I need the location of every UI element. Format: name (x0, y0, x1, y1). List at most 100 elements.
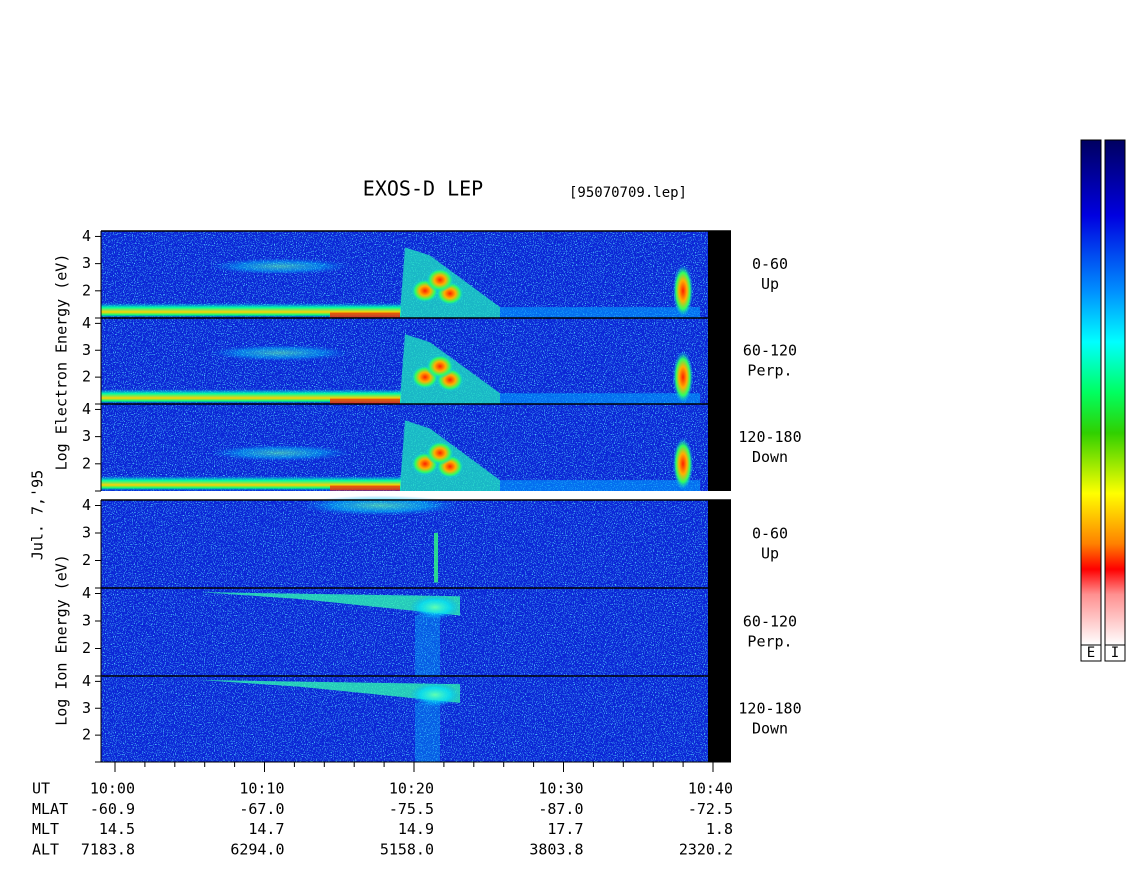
electron-band (101, 303, 401, 318)
orbit-value: 14.7 (248, 820, 284, 838)
color-bar-label: I (1111, 645, 1119, 661)
color-bar-label: E (1087, 645, 1095, 661)
hot-spot (426, 354, 454, 379)
ion-trail (415, 702, 440, 762)
spectrogram-panel (101, 587, 731, 676)
pitch-angle-label: 120-180 (738, 700, 801, 718)
y-tick-label: 2 (82, 368, 91, 386)
electron-band-hot (330, 312, 400, 318)
hot-spot (426, 440, 454, 465)
color-bar-label-box (1080, 644, 1102, 662)
data-gap (708, 500, 731, 588)
x-tick-label: 10:30 (538, 780, 583, 798)
orbit-value: 3803.8 (529, 840, 583, 858)
direction-label: Up (761, 545, 779, 563)
orbit-row-label: MLAT (32, 800, 68, 818)
y-tick-label: 3 (82, 341, 91, 359)
orbit-value: 2320.2 (679, 840, 733, 858)
y-tick-label: 4 (82, 584, 91, 602)
y-tick-label: 2 (82, 551, 91, 569)
color-bar (1104, 139, 1126, 646)
orbit-value: 7183.8 (81, 840, 135, 858)
data-gap (708, 676, 731, 762)
electron-band-hot (330, 485, 400, 491)
y-tick-label: 3 (82, 699, 91, 717)
orbit-value: 5158.0 (380, 840, 434, 858)
y-tick-label: 4 (82, 496, 91, 514)
y-axis-label: Log Ion Energy (eV) (53, 554, 71, 726)
electron-band (101, 389, 401, 404)
color-bar-label-box (1104, 644, 1126, 662)
orbit-value: 17.7 (547, 820, 583, 838)
data-gap (708, 588, 731, 676)
direction-label: Up (761, 275, 779, 293)
y-tick-label: 2 (82, 454, 91, 472)
ion-band (200, 680, 460, 703)
date-label: Jul. 7,'95 (29, 470, 47, 560)
title: EXOS-D LEP (363, 177, 483, 201)
orbit-value: 14.5 (99, 820, 135, 838)
pitch-angle-label: 0-60 (752, 255, 788, 273)
electron-band-hot (330, 398, 400, 404)
direction-label: Down (752, 448, 788, 466)
y-tick-label: 4 (82, 400, 91, 418)
x-tick-label: 10:10 (239, 780, 284, 798)
orbit-row-label: UT (32, 780, 50, 798)
spectrogram-panel (101, 495, 731, 588)
orbit-value: -67.0 (239, 800, 284, 818)
y-tick-label: 3 (82, 524, 91, 542)
arc-feature (210, 344, 350, 361)
ion-spike (434, 533, 438, 583)
electron-band (101, 476, 401, 491)
y-tick-label: 4 (82, 672, 91, 690)
orbit-value: -60.9 (90, 800, 135, 818)
pitch-angle-label: 60-120 (743, 342, 797, 360)
arc-feature (210, 444, 350, 461)
orbit-value: 1.8 (706, 820, 733, 838)
y-axis-label: Log Electron Energy (eV) (53, 254, 71, 471)
orbit-value: -75.5 (389, 800, 434, 818)
spectrogram-panel (101, 317, 731, 404)
data-gap (708, 318, 731, 404)
ion-band (200, 592, 460, 616)
low-band (500, 307, 700, 318)
y-tick-label: 2 (82, 639, 91, 657)
low-band (500, 480, 700, 491)
orbit-value: 14.9 (398, 820, 434, 838)
arc-feature (210, 258, 350, 275)
x-tick-label: 10:40 (688, 780, 733, 798)
direction-label: Perp. (747, 633, 792, 651)
direction-label: Down (752, 720, 788, 738)
orbit-row-label: ALT (32, 840, 59, 858)
orbit-value: -87.0 (538, 800, 583, 818)
y-tick-label: 3 (82, 254, 91, 272)
spectrogram-panel (101, 403, 731, 491)
data-gap (708, 404, 731, 491)
pitch-angle-label: 0-60 (752, 525, 788, 543)
spectrogram-panel (101, 675, 731, 762)
data-gap (708, 231, 731, 318)
x-tick-label: 10:20 (389, 780, 434, 798)
spectrogram-panel (101, 230, 731, 318)
ion-trail (415, 615, 440, 676)
pitch-angle-label: 120-180 (738, 428, 801, 446)
y-tick-label: 2 (82, 281, 91, 299)
y-tick-label: 4 (82, 314, 91, 332)
y-tick-label: 3 (82, 427, 91, 445)
ion-blob (410, 595, 460, 620)
y-tick-label: 4 (82, 227, 91, 245)
right-burst (673, 264, 693, 317)
y-tick-label: 2 (82, 726, 91, 744)
hot-spot (426, 267, 454, 292)
ion-streak (300, 495, 460, 516)
right-burst (673, 351, 693, 404)
direction-label: Perp. (747, 362, 792, 380)
orbit-value: -72.5 (688, 800, 733, 818)
file-name: [95070709.lep] (569, 185, 687, 201)
x-tick-label: 10:00 (90, 780, 135, 798)
orbit-row-label: MLT (32, 820, 59, 838)
ion-blob (410, 682, 460, 707)
color-bar (1080, 139, 1102, 646)
low-band (500, 393, 700, 404)
